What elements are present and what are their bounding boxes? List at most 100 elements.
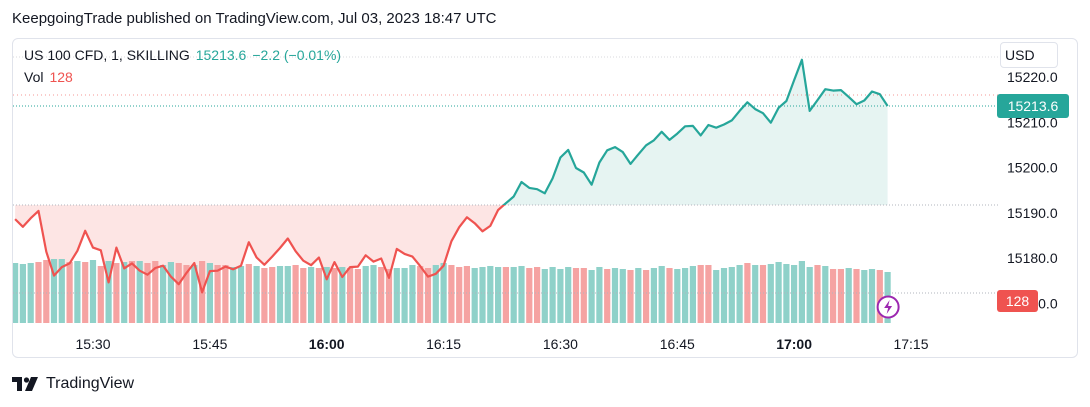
volume-bar <box>354 269 361 323</box>
volume-bar <box>518 266 525 323</box>
volume-bar <box>752 265 759 323</box>
volume-bar <box>424 268 432 323</box>
volume-bar <box>534 267 541 323</box>
volume-bar <box>744 263 751 323</box>
legend-change: −2.2 (−0.01%) <box>252 47 342 63</box>
x-tick-label: 15:30 <box>75 336 110 352</box>
volume-bar <box>230 267 237 323</box>
y-tick-label: 15180.0 <box>1007 250 1058 266</box>
volume-bar <box>323 267 330 323</box>
volume-bar <box>572 268 580 323</box>
volume-bar <box>206 263 213 323</box>
volume-bar <box>136 261 143 323</box>
volume-value: 128 <box>49 69 73 85</box>
volume-bar <box>611 268 619 323</box>
volume-bar <box>798 261 805 323</box>
volume-bar <box>783 264 790 323</box>
volume-bar <box>806 267 813 323</box>
volume-label[interactable]: Vol <box>24 69 44 85</box>
volume-bar <box>635 268 642 323</box>
tradingview-logo[interactable]: TradingView <box>12 374 134 394</box>
volume-bar <box>604 269 611 323</box>
volume-bar <box>362 266 369 323</box>
volume-bar <box>876 270 883 323</box>
volume-bar <box>58 259 65 323</box>
volume-bar <box>113 263 120 323</box>
volume-bar <box>713 270 720 323</box>
volume-bar <box>822 266 829 323</box>
legend-symbol-row: US 100 CFD, 1, SKILLING 15213.6 −2.2 (−0.0… <box>24 47 341 63</box>
volume-bar <box>549 267 556 323</box>
volume-bar <box>674 269 681 323</box>
volume-bar <box>728 267 735 323</box>
volume-bar <box>619 269 626 323</box>
volume-bar <box>666 268 673 323</box>
volume-bar <box>160 265 167 323</box>
volume-bar <box>50 259 58 323</box>
volume-bar <box>588 270 595 323</box>
price-line-below-baseline <box>14 205 506 294</box>
current-price-tag <box>997 94 1069 118</box>
volume-bar <box>791 265 798 323</box>
volume-bar <box>502 267 509 323</box>
volume-bar <box>463 266 470 323</box>
volume-bar <box>401 268 408 323</box>
y-tick-label: 15200.0 <box>1007 160 1058 176</box>
chart-canvas[interactable]: 15220.015210.015200.015190.015180.015170… <box>13 39 1079 359</box>
volume-bar <box>331 268 338 323</box>
volume-bar <box>27 263 34 323</box>
symbol-name[interactable]: US 100 CFD, 1, SKILLING <box>24 47 190 63</box>
volume-bar <box>284 266 291 323</box>
volume-bar <box>97 266 104 323</box>
volume-bar <box>128 261 136 323</box>
baseline-area-above <box>503 59 888 206</box>
volume-bar <box>565 267 572 323</box>
volume-bar <box>650 268 657 323</box>
volume-bar <box>487 266 494 323</box>
volume-bar <box>432 265 439 323</box>
volume-bar <box>526 268 533 323</box>
volume-bar <box>105 261 112 323</box>
volume-bar <box>35 262 42 323</box>
chart-panel[interactable]: 15220.015210.015200.015190.015180.015170… <box>12 38 1078 358</box>
publisher-caption: KeepgoingTrade published on TradingView.… <box>12 10 497 27</box>
y-tick-label: 15190.0 <box>1007 205 1058 221</box>
lightning-bolt-glyph <box>884 300 893 314</box>
volume-bar <box>183 265 190 323</box>
x-tick-label: 15:45 <box>192 336 227 352</box>
volume-bar <box>759 265 767 323</box>
currency-button[interactable]: USD <box>1000 42 1058 68</box>
volume-bar <box>167 262 174 323</box>
volume-bar <box>222 265 229 323</box>
price-line-above-baseline <box>502 58 889 206</box>
volume-bar <box>736 265 743 323</box>
x-tick-label: 17:00 <box>776 336 812 352</box>
volume-bar <box>393 268 400 323</box>
volume-bar <box>191 265 198 323</box>
volume-bar <box>448 265 455 323</box>
x-tick-label: 16:45 <box>660 336 695 352</box>
volume-bar <box>292 265 299 323</box>
volume-bar <box>479 267 486 323</box>
volume-bar <box>767 264 774 323</box>
volume-bar <box>541 269 548 323</box>
x-tick-label: 16:15 <box>426 336 461 352</box>
baseline-area-below <box>15 205 888 293</box>
volume-bar <box>868 269 876 323</box>
volume-bar <box>417 266 424 323</box>
volume-bar <box>152 261 159 323</box>
volume-bar <box>385 269 393 323</box>
volume-bar <box>720 268 728 323</box>
volume-bar <box>596 267 603 323</box>
volume-bar <box>43 260 50 323</box>
volume-bar <box>347 268 354 323</box>
volume-bar <box>214 265 221 323</box>
volume-bar <box>471 268 478 323</box>
volume-bar <box>315 268 322 323</box>
volume-bar <box>269 267 276 323</box>
volume-bar <box>409 265 416 323</box>
volume-bar <box>627 270 634 323</box>
volume-bar <box>456 267 463 323</box>
volume-bar <box>853 269 860 323</box>
brand-name: TradingView <box>46 375 135 392</box>
